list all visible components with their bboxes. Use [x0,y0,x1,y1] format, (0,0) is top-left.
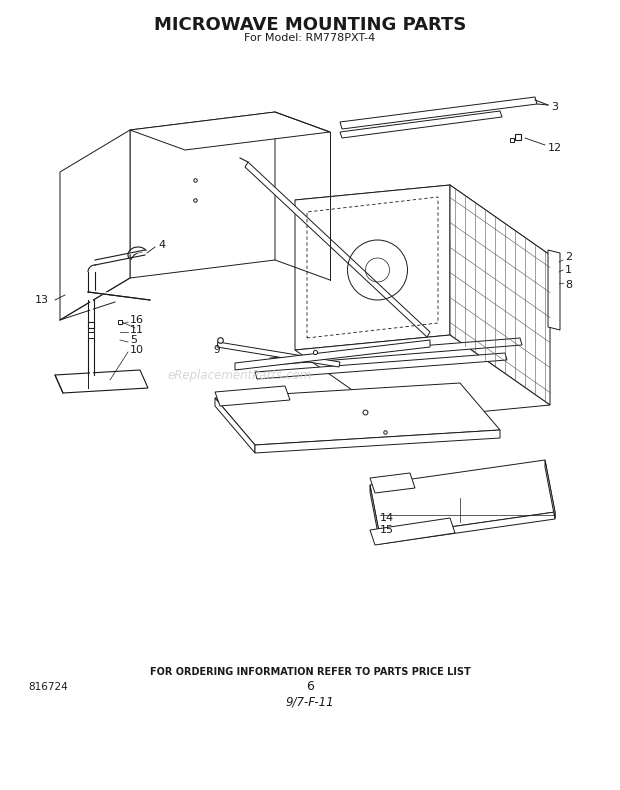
Polygon shape [545,460,555,519]
Text: 5: 5 [130,335,137,345]
Text: eReplacementParts.com: eReplacementParts.com [168,368,312,382]
Text: 816724: 816724 [28,682,68,692]
Text: 10: 10 [130,345,144,355]
Text: FOR ORDERING INFORMATION REFER TO PARTS PRICE LIST: FOR ORDERING INFORMATION REFER TO PARTS … [149,667,471,677]
Text: 9: 9 [213,345,219,355]
Text: 2: 2 [565,252,572,262]
Text: MICROWAVE MOUNTING PARTS: MICROWAVE MOUNTING PARTS [154,16,466,34]
Polygon shape [450,185,550,405]
Polygon shape [60,130,130,320]
Polygon shape [255,430,500,453]
Text: 12: 12 [548,143,562,153]
Text: 15: 15 [380,525,394,535]
Text: 1: 1 [565,265,572,275]
Text: 13: 13 [35,295,49,305]
Polygon shape [380,512,555,544]
Text: 9/7-F-11: 9/7-F-11 [286,695,334,709]
Polygon shape [370,518,455,545]
Polygon shape [215,398,255,453]
Polygon shape [548,250,560,330]
Polygon shape [340,111,502,138]
Polygon shape [55,370,148,393]
Polygon shape [235,340,430,370]
Polygon shape [370,473,415,493]
Polygon shape [370,485,380,544]
Polygon shape [295,335,550,420]
Polygon shape [255,353,507,379]
Text: 14: 14 [380,513,394,523]
Text: 6: 6 [306,680,314,694]
Polygon shape [245,162,430,337]
Polygon shape [340,97,537,129]
Text: 8: 8 [565,280,572,290]
Text: For Model: RM778PXT-4: For Model: RM778PXT-4 [244,33,376,43]
Polygon shape [217,342,340,367]
Polygon shape [370,460,555,537]
Polygon shape [130,112,330,150]
Polygon shape [295,185,450,350]
Text: 3: 3 [551,102,558,112]
Text: 4: 4 [158,240,165,250]
Polygon shape [130,112,275,278]
Polygon shape [295,185,550,270]
Polygon shape [215,386,290,406]
Polygon shape [270,338,522,365]
Polygon shape [215,383,500,445]
Text: 11: 11 [130,325,144,335]
Text: 16: 16 [130,315,144,325]
